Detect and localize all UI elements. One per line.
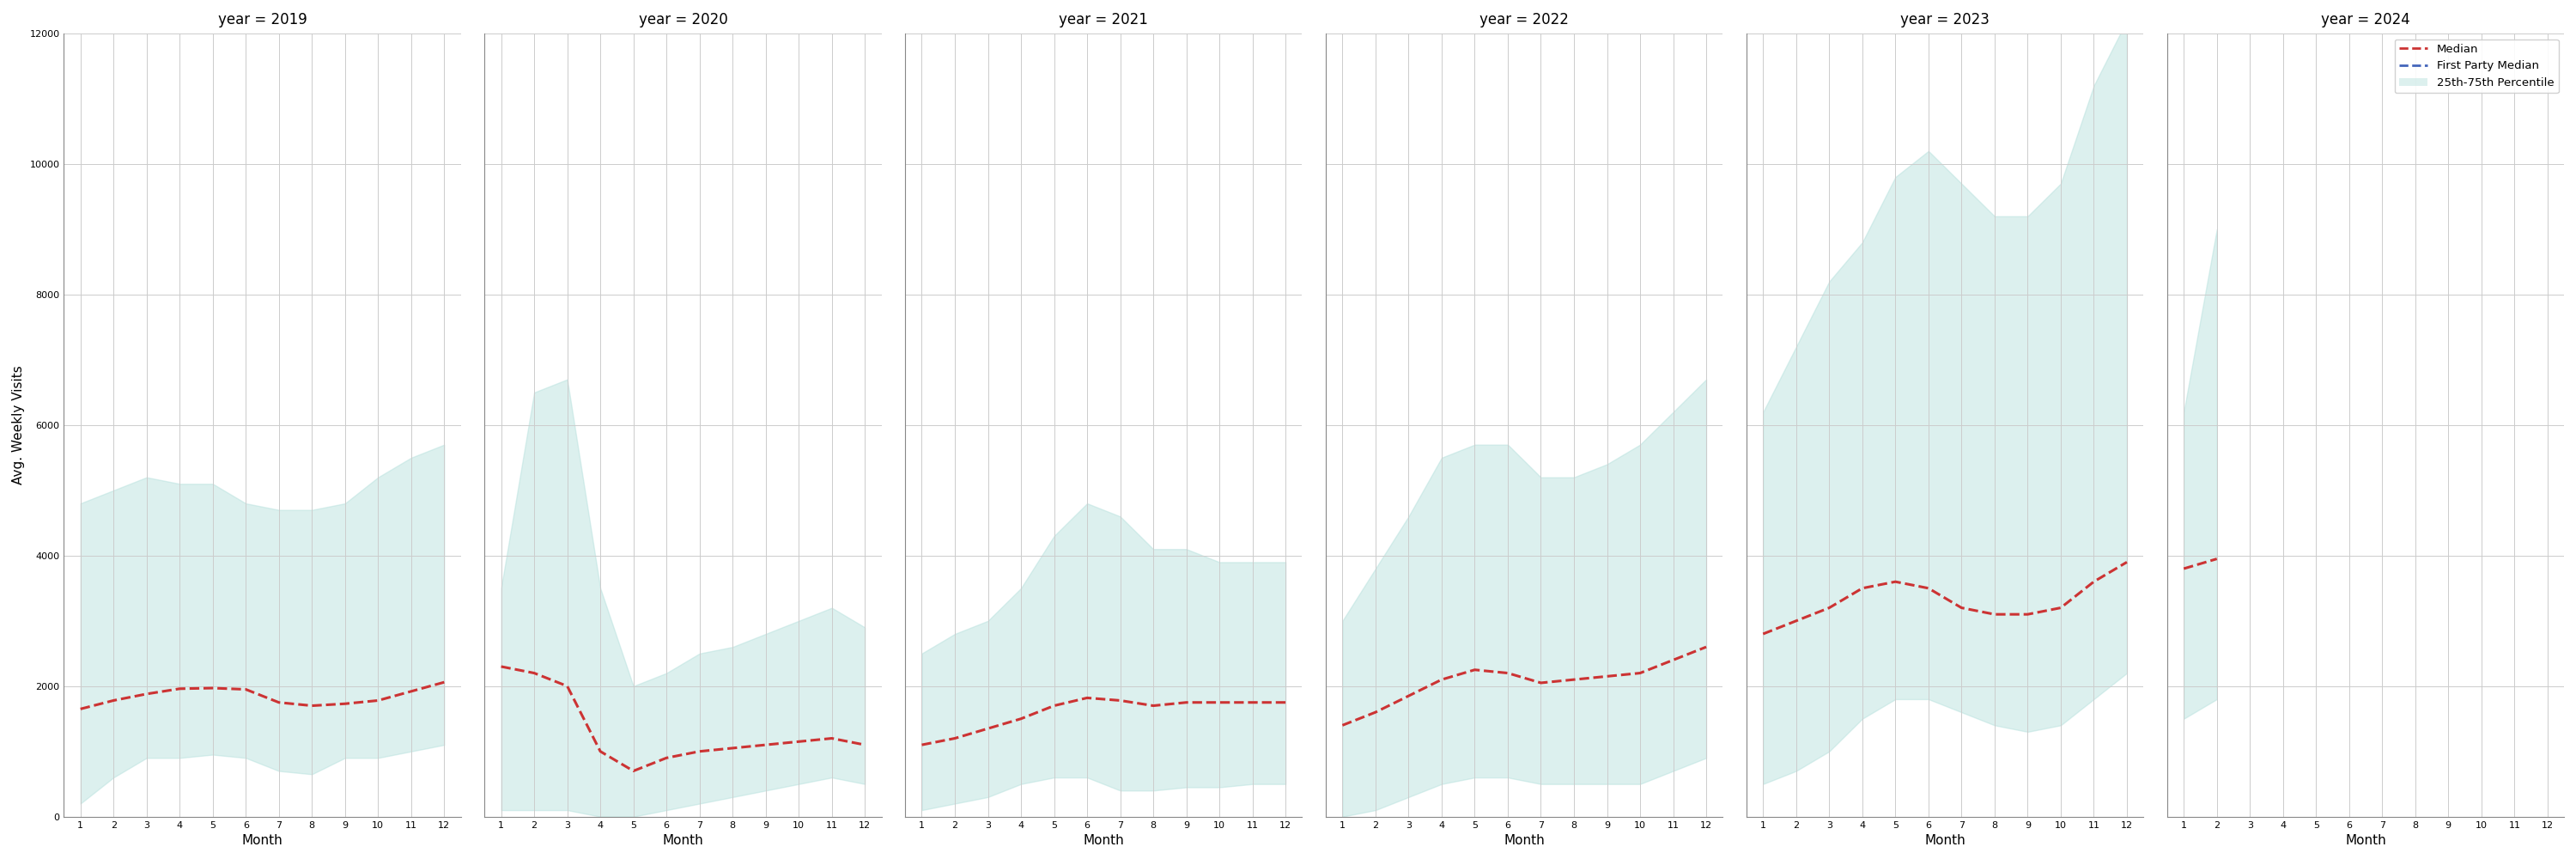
Median [1625, 668, 1656, 679]
Median [1492, 668, 1522, 679]
Median [1072, 692, 1103, 703]
Line: Median: Median [922, 698, 1285, 745]
Median [750, 740, 781, 750]
Median [2169, 564, 2200, 574]
Title: year = 2019: year = 2019 [219, 12, 307, 27]
Median [940, 734, 971, 744]
Median [1236, 698, 1267, 708]
Median [1780, 616, 1811, 626]
Title: year = 2021: year = 2021 [1059, 12, 1149, 27]
Median [1880, 576, 1911, 587]
X-axis label: Month: Month [2344, 834, 2385, 847]
Median [1525, 678, 1556, 688]
Median [2012, 609, 2043, 619]
Median [1427, 674, 1458, 685]
Median [716, 743, 747, 753]
Median [2202, 554, 2233, 564]
Median [907, 740, 938, 750]
Y-axis label: Avg. Weekly Visits: Avg. Weekly Visits [13, 365, 26, 484]
Median [817, 734, 848, 744]
Median [296, 701, 327, 711]
Title: year = 2023: year = 2023 [1901, 12, 1989, 27]
Median [2045, 603, 2076, 613]
Median [98, 695, 129, 705]
Line: Median: Median [1342, 647, 1705, 725]
Median [1659, 655, 1690, 665]
Median [487, 661, 518, 672]
Median [1690, 642, 1721, 652]
Legend: Median, First Party Median, 25th-75th Percentile: Median, First Party Median, 25th-75th Pe… [2396, 40, 2558, 93]
Median [551, 681, 582, 691]
Median [363, 695, 394, 705]
Title: year = 2024: year = 2024 [2321, 12, 2411, 27]
X-axis label: Month: Month [1924, 834, 1965, 847]
Median [428, 677, 459, 687]
Median [1105, 695, 1136, 705]
Median [1458, 665, 1489, 675]
Median [1005, 714, 1036, 724]
Median [198, 683, 229, 693]
Median [652, 752, 683, 763]
Median [1270, 698, 1301, 708]
Median [263, 698, 294, 708]
Median [618, 766, 649, 777]
Median [783, 736, 814, 746]
Median [2112, 557, 2143, 567]
Median [229, 685, 260, 695]
Median [1394, 691, 1425, 701]
Median [1327, 720, 1358, 730]
Median [397, 686, 428, 697]
X-axis label: Month: Month [662, 834, 703, 847]
Median [1747, 629, 1777, 639]
X-axis label: Month: Month [1504, 834, 1546, 847]
Median [974, 723, 1005, 734]
Median [131, 689, 162, 699]
Median [165, 684, 196, 694]
Line: Median: Median [1762, 562, 2128, 634]
Title: year = 2022: year = 2022 [1479, 12, 1569, 27]
Median [330, 698, 361, 709]
Median [685, 746, 716, 757]
Median [518, 668, 549, 679]
Line: Median: Median [502, 667, 866, 771]
Median [1360, 707, 1391, 717]
Median [1139, 701, 1170, 711]
Median [1978, 609, 2009, 619]
Median [585, 746, 616, 757]
Median [1914, 583, 1945, 594]
Line: Median: Median [2184, 559, 2218, 569]
Median [64, 704, 95, 714]
Median [1558, 674, 1589, 685]
Median [2079, 576, 2110, 587]
X-axis label: Month: Month [1082, 834, 1123, 847]
Median [1203, 698, 1234, 708]
Median [1945, 603, 1976, 613]
Median [1814, 603, 1844, 613]
Median [1592, 671, 1623, 681]
Median [1038, 701, 1069, 711]
Median [1172, 698, 1203, 708]
Line: Median: Median [80, 682, 443, 709]
Median [1847, 583, 1878, 594]
X-axis label: Month: Month [242, 834, 283, 847]
Title: year = 2020: year = 2020 [639, 12, 726, 27]
Median [850, 740, 881, 750]
